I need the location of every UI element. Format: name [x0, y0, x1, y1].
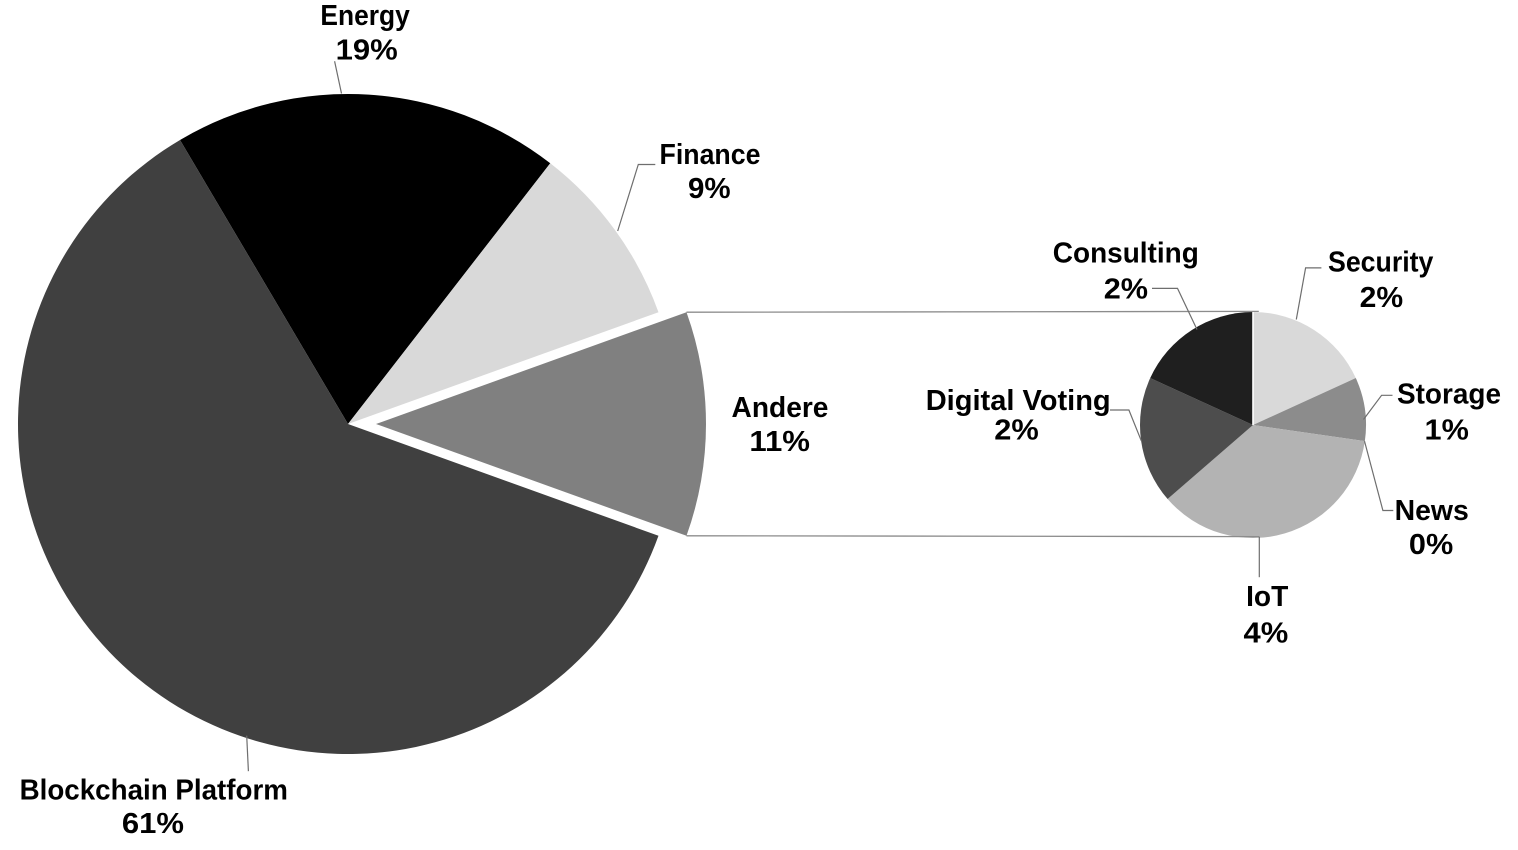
svg-text:2%: 2%: [1104, 274, 1149, 306]
svg-text:Energy: Energy: [320, 0, 409, 32]
svg-text:Consulting: Consulting: [1053, 237, 1199, 269]
svg-text:Digital Voting: Digital Voting: [926, 385, 1111, 417]
svg-text:61%: 61%: [122, 808, 184, 840]
svg-text:1%: 1%: [1425, 415, 1470, 447]
svg-text:9%: 9%: [688, 173, 731, 205]
svg-text:Andere: Andere: [732, 392, 829, 424]
svg-text:Security: Security: [1328, 247, 1433, 279]
svg-text:Blockchain Platform: Blockchain Platform: [20, 774, 288, 806]
svg-text:4%: 4%: [1244, 618, 1289, 650]
svg-text:11%: 11%: [749, 426, 810, 458]
svg-text:2%: 2%: [1360, 282, 1404, 314]
svg-text:Storage: Storage: [1397, 379, 1501, 411]
svg-text:19%: 19%: [336, 35, 398, 67]
svg-text:2%: 2%: [994, 415, 1039, 447]
svg-text:News: News: [1395, 495, 1469, 527]
svg-text:IoT: IoT: [1246, 581, 1288, 613]
svg-text:Finance: Finance: [660, 139, 761, 171]
svg-text:0%: 0%: [1409, 529, 1454, 561]
